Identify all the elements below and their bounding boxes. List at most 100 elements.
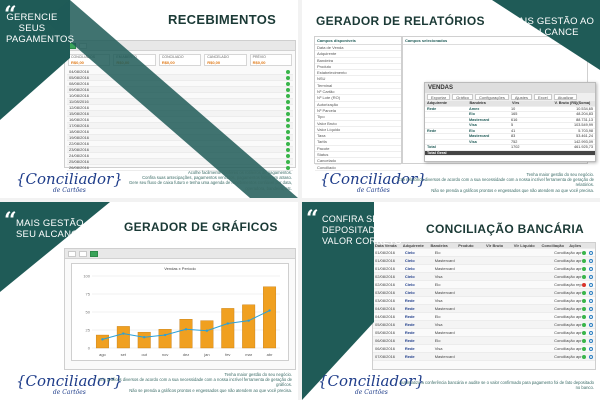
field-item[interactable]: Valor Líquido: [315, 127, 401, 134]
table-row[interactable]: 03/08/2016 Rede Visa Conciliação aprovada: [373, 297, 595, 305]
acquirer-cell: Cielo: [404, 250, 415, 255]
search-icon[interactable]: [589, 323, 594, 327]
field-item[interactable]: NSU: [315, 76, 401, 83]
table-row[interactable]: 25/08/2016: [67, 159, 293, 165]
bar[interactable]: [137, 331, 151, 349]
table-row[interactable]: 01/08/2016 Cielo Mastercard Conciliação apr…: [373, 265, 595, 273]
field-item[interactable]: Status: [315, 152, 401, 159]
table-row[interactable]: 04/08/2016 Rede Mastercard Conciliação apro…: [373, 305, 595, 313]
vendas-tab[interactable]: Configurações: [475, 94, 509, 100]
page-title: CONCILIAÇÃO BANCÁRIA: [426, 222, 584, 236]
vendas-row[interactable]: Total 1702 461.925,73: [425, 145, 595, 151]
table-row[interactable]: 06/08/2016 Rede Elo Conciliação aprovada: [373, 337, 595, 345]
table-row[interactable]: 23/08/2016: [67, 147, 293, 153]
vendas-row[interactable]: Rede Amex 10 10.534,65: [425, 107, 595, 112]
vendas-row[interactable]: Rede Elo 41 5.703,98: [425, 129, 595, 134]
vendas-row[interactable]: Visa 5 103.549,99: [425, 123, 595, 129]
table-row[interactable]: 22/08/2016: [67, 141, 293, 147]
stat-card[interactable]: PRÉVIO R$0,00: [249, 54, 293, 66]
table-row[interactable]: 04/08/2016: [67, 69, 293, 75]
vendas-row[interactable]: Elo 165 48.204,83: [425, 112, 595, 118]
column-header: Vlr Líquido: [513, 243, 535, 248]
table-row[interactable]: 01/08/2016 Cielo Mastercard Conciliação apr…: [373, 257, 595, 265]
search-icon[interactable]: [589, 307, 594, 311]
search-icon[interactable]: [589, 339, 594, 343]
date-cell: 02/08/2016: [375, 282, 396, 287]
field-item[interactable]: Valor Bruto: [315, 121, 401, 127]
field-item[interactable]: Data de Venda: [315, 45, 401, 52]
table-row[interactable]: 08/08/2016: [67, 81, 293, 87]
search-icon[interactable]: [589, 299, 594, 303]
table-row[interactable]: 06/08/2016 Rede Visa Conciliação aprovada: [373, 345, 595, 353]
table-row[interactable]: 01/08/2016 Cielo Elo Conciliação aprovada: [373, 249, 595, 257]
stat-card[interactable]: CANCELADO R$0,00: [204, 54, 247, 66]
vendas-tab[interactable]: Excel: [533, 94, 552, 100]
bar[interactable]: [179, 319, 193, 349]
status-icon: [582, 251, 587, 255]
field-item[interactable]: Terminal: [315, 83, 401, 90]
search-icon[interactable]: [589, 267, 594, 271]
table-row[interactable]: 05/08/2016 Rede Mastercard Conciliação apro…: [373, 329, 595, 337]
date-cell: 04/08/2016: [69, 69, 90, 74]
bar[interactable]: [221, 308, 235, 349]
search-icon[interactable]: [589, 291, 594, 295]
table-row[interactable]: 07/08/2016 Rede Mastercard Conciliação apro…: [373, 353, 595, 361]
vendas-tab[interactable]: Exportar: [427, 94, 451, 100]
acquirer-cell: Cielo: [404, 266, 415, 271]
field-item[interactable]: Autorização: [315, 102, 401, 108]
field-item[interactable]: Nº Cartão: [315, 89, 401, 96]
stat-card[interactable]: CONCILIADO R$0,00: [158, 54, 202, 66]
field-item[interactable]: Bandeira: [315, 58, 401, 64]
vendas-row[interactable]: Mastercard 616 88.731,13: [425, 118, 595, 123]
search-icon[interactable]: [589, 355, 594, 359]
field-item[interactable]: Tarifa: [315, 139, 401, 146]
table-row[interactable]: 26/08/2016: [67, 165, 293, 171]
field-item[interactable]: Adquirente: [315, 51, 401, 58]
bar[interactable]: [242, 304, 256, 349]
table-row[interactable]: 24/08/2016: [67, 153, 293, 159]
qty-cell: 83: [511, 134, 516, 138]
search-icon[interactable]: [589, 275, 594, 279]
footer-text: Automatiza a conferência bancária e audi…: [396, 380, 594, 390]
vendas-row[interactable]: Mastercard 83 53.461,24: [425, 134, 595, 140]
period-button[interactable]: [79, 250, 87, 257]
search-icon[interactable]: [589, 283, 594, 287]
table-row[interactable]: 05/08/2016: [67, 75, 293, 81]
vendas-tab[interactable]: Gráfico: [452, 94, 474, 100]
footer-text: Acolhe facilmente conferes os rotileiros…: [112, 170, 292, 191]
generate-button[interactable]: [90, 250, 98, 257]
search-icon[interactable]: [589, 331, 594, 335]
table-row[interactable]: 02/08/2016 Cielo Elo Conciliação reprovada: [373, 281, 595, 289]
bar[interactable]: [116, 326, 130, 349]
field-item[interactable]: Produto: [315, 64, 401, 71]
table-row[interactable]: 04/08/2016 Rede Elo Conciliação aprovada: [373, 313, 595, 321]
search-icon[interactable]: [589, 251, 594, 255]
field-item[interactable]: Estabelecimento: [315, 70, 401, 77]
search-icon[interactable]: [589, 347, 594, 351]
field-item[interactable]: Cancelado: [315, 158, 401, 165]
field-item[interactable]: Pacote: [315, 146, 401, 153]
vendas-row[interactable]: Visa 752 142.993,09: [425, 140, 595, 145]
field-item[interactable]: Tipo: [315, 114, 401, 121]
table-row[interactable]: 02/08/2016 Cielo Visa Conciliação aprovada: [373, 273, 595, 281]
chart-type-button[interactable]: [68, 250, 76, 257]
date-cell: 10/08/2016: [69, 93, 90, 98]
field-item[interactable]: Conciliado: [315, 165, 401, 171]
search-icon[interactable]: [589, 259, 594, 263]
bar[interactable]: [200, 320, 214, 349]
vendas-tab[interactable]: Ajustes: [510, 94, 532, 100]
table-row[interactable]: 03/08/2016 Cielo Mastercard Conciliação apr…: [373, 289, 595, 297]
table-row[interactable]: 09/08/2016: [67, 87, 293, 93]
column-header: Bandeira: [430, 243, 448, 248]
bar[interactable]: [263, 286, 277, 349]
status-icon: [286, 136, 290, 140]
table-row[interactable]: 05/08/2016 Rede Visa Conciliação aprovada: [373, 321, 595, 329]
column-header: Ações: [569, 243, 582, 248]
date-cell: 16/08/2016: [69, 117, 90, 122]
vendas-tab[interactable]: Atualizar: [553, 94, 578, 100]
field-item[interactable]: Taxa: [315, 133, 401, 140]
table-row[interactable]: 19/08/2016: [67, 135, 293, 141]
field-item[interactable]: Nº Parcela: [315, 108, 401, 115]
search-icon[interactable]: [589, 315, 594, 319]
field-item[interactable]: Nº Lote (RO): [315, 95, 401, 102]
